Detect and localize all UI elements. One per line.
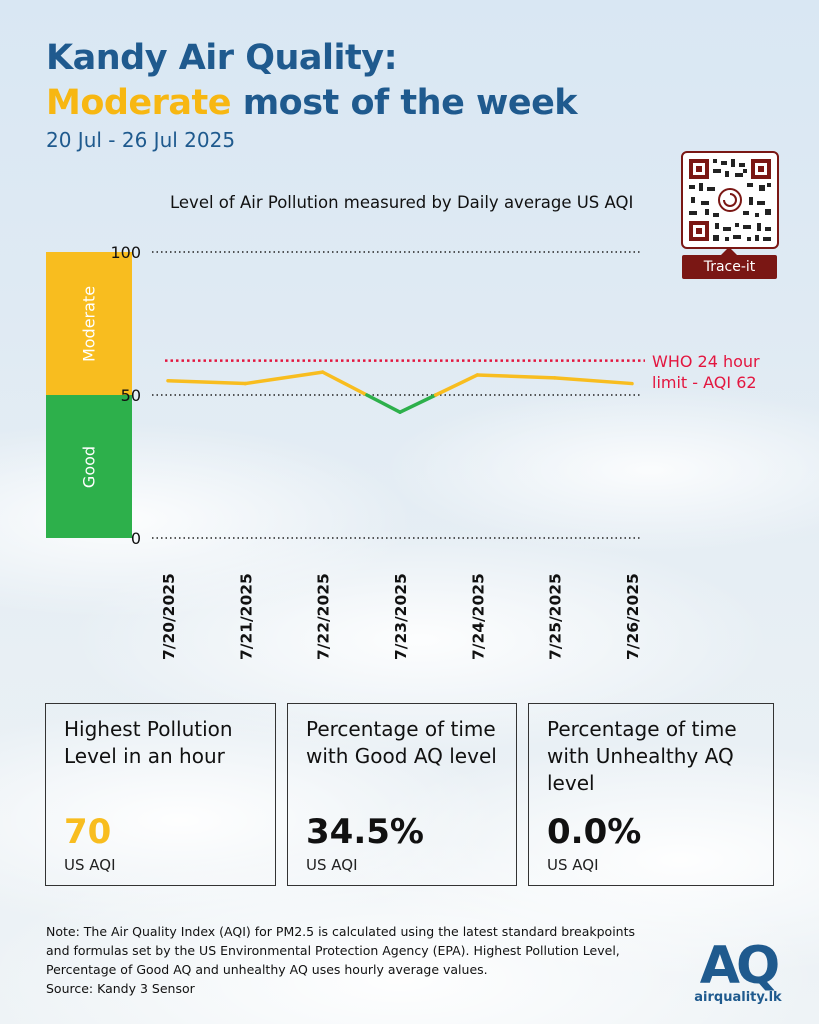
x-tick-label: 7/23/2025 [392, 573, 410, 660]
footnote: Note: The Air Quality Index (AQI) for PM… [46, 922, 656, 998]
x-tick-label: 7/24/2025 [469, 573, 487, 660]
series-line-segment [320, 370, 369, 397]
series-line-segment [243, 370, 325, 386]
card-title: Percentage of time with Unhealthy AQ lev… [547, 717, 737, 795]
card-value: 34.5% [306, 812, 424, 852]
airquality-logo[interactable]: AQ airquality.lk [694, 940, 782, 1005]
title-line1: Kandy Air Quality: [46, 38, 398, 78]
card-unit: US AQI [547, 856, 599, 874]
title-highlight: Moderate [46, 83, 232, 123]
good-band: Good [46, 395, 132, 538]
card-unit: US AQI [64, 856, 116, 874]
who-limit-line1: WHO 24 hour [652, 352, 760, 371]
card-unit: US AQI [306, 856, 358, 874]
date-range: 20 Jul - 26 Jul 2025 [46, 128, 236, 152]
y-tick-label: 50 [121, 386, 141, 405]
series-line-segment [552, 376, 634, 386]
x-tick-label: 7/22/2025 [315, 573, 333, 660]
chart-title: Level of Air Pollution measured by Daily… [170, 193, 634, 212]
card-good-percentage: Percentage of time with Good AQ level 34… [287, 703, 517, 886]
card-value: 0.0% [547, 812, 642, 852]
series-line-segment [433, 373, 480, 397]
moderate-band: Moderate [46, 252, 132, 395]
logo-site: airquality.lk [694, 990, 782, 1005]
x-tick-label: 7/25/2025 [547, 573, 565, 660]
who-limit-line2: limit - AQI 62 [652, 373, 757, 392]
page-title: Kandy Air Quality: Moderate most of the … [46, 36, 578, 126]
card-title: Percentage of time with Good AQ level [306, 717, 497, 768]
x-tick-label: 7/20/2025 [160, 573, 178, 660]
card-highest-pollution: Highest Pollution Level in an hour 70 US… [45, 703, 276, 886]
title-line2: Moderate most of the week [46, 81, 578, 126]
qr-label: Trace-it [682, 255, 777, 279]
series-line-segment [398, 393, 438, 414]
title-line2-rest: most of the week [231, 83, 578, 123]
card-title: Highest Pollution Level in an hour [64, 717, 233, 768]
footnote-source: Source: Kandy 3 Sensor [46, 981, 195, 996]
y-tick-label: 100 [110, 243, 141, 262]
x-tick-label: 7/26/2025 [624, 573, 642, 660]
line-chart: 0 50 100 7/20/2025 7/21/2025 7/22/2025 7/23/20… [110, 243, 645, 660]
series-line-segment [365, 393, 402, 414]
y-tick-label: 0 [131, 529, 141, 548]
series-line-segment [166, 378, 248, 386]
card-unhealthy-percentage: Percentage of time with Unhealthy AQ lev… [528, 703, 774, 886]
footnote-text: Note: The Air Quality Index (AQI) for PM… [46, 924, 636, 977]
logo-mark: AQ [699, 936, 780, 996]
who-limit-label: WHO 24 hour limit - AQI 62 [652, 351, 760, 393]
x-tick-label: 7/21/2025 [237, 573, 255, 660]
series-line-segment [475, 373, 557, 380]
qr-code[interactable]: Trace-it [681, 151, 779, 279]
card-value: 70 [64, 812, 112, 852]
